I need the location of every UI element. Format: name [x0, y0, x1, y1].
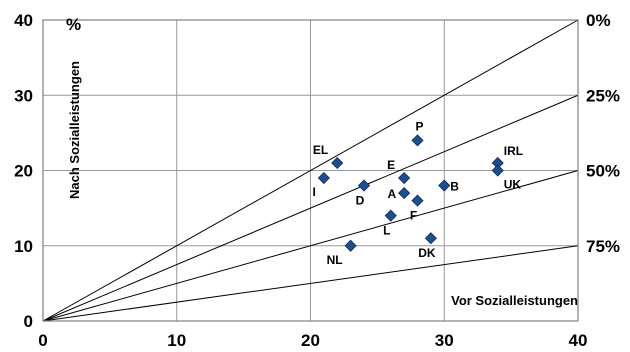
point-label: B: [450, 180, 459, 194]
x-tick-label: 30: [435, 331, 454, 350]
point-label: L: [383, 224, 390, 238]
y-tick-label: 20: [14, 162, 33, 181]
data-point-uk: [491, 164, 504, 177]
point-label: P: [415, 119, 423, 133]
point-label: D: [356, 194, 365, 208]
y-axis-ticks: 0 10 20 30 40: [14, 11, 33, 331]
y-tick-label: 40: [14, 11, 33, 30]
data-point-d: [357, 179, 371, 192]
point-label: A: [387, 187, 396, 201]
point-label: E: [387, 158, 395, 172]
data-point-e: [398, 171, 411, 185]
reference-line: [42, 245, 579, 322]
point-label: NL: [327, 253, 343, 267]
reference-line: [42, 170, 579, 322]
point-label: DK: [418, 246, 436, 260]
y-tick-label: 30: [14, 86, 33, 105]
data-point-f: [411, 194, 424, 207]
reference-line-label: 50%: [586, 162, 620, 181]
point-label: I: [313, 185, 316, 199]
data-point-dk: [424, 232, 437, 245]
y-tick-label: 10: [14, 237, 33, 256]
point-labels: EL I D P E AF B L DK NL IRL UK: [313, 119, 524, 266]
data-points: [317, 134, 504, 252]
plot-frame: [42, 19, 579, 322]
x-tick-label: 0: [38, 331, 47, 350]
reference-line-label: 25%: [586, 86, 620, 105]
data-point-b: [438, 179, 451, 192]
x-tick-label: 40: [569, 331, 588, 350]
reference-line: [42, 19, 579, 322]
reference-line: [42, 94, 579, 322]
point-label: IRL: [504, 144, 523, 158]
reference-line-label: 0%: [586, 11, 611, 30]
reference-lines: [42, 19, 579, 322]
reference-line-label: 75%: [586, 237, 620, 256]
y-unit-label: %: [66, 15, 81, 34]
data-point-i: [317, 171, 330, 185]
x-tick-label: 20: [301, 331, 320, 350]
y-tick-label: 0: [24, 312, 33, 331]
reference-line-labels: 0% 25% 50% 75%: [586, 11, 620, 256]
y-axis-label: Nach Sozialleistungen: [67, 61, 82, 199]
data-point-p: [411, 134, 424, 147]
point-label: UK: [504, 178, 522, 192]
x-axis-ticks: 0 10 20 30 40: [38, 331, 587, 350]
x-axis-label: Vor Sozialleistungen: [451, 293, 578, 308]
data-point-l: [384, 209, 397, 222]
data-point-el: [331, 156, 344, 170]
point-label: EL: [313, 143, 328, 157]
point-label: F: [410, 209, 417, 223]
x-tick-label: 10: [167, 331, 186, 350]
data-point-nl: [344, 239, 357, 252]
data-point-a: [398, 187, 411, 200]
